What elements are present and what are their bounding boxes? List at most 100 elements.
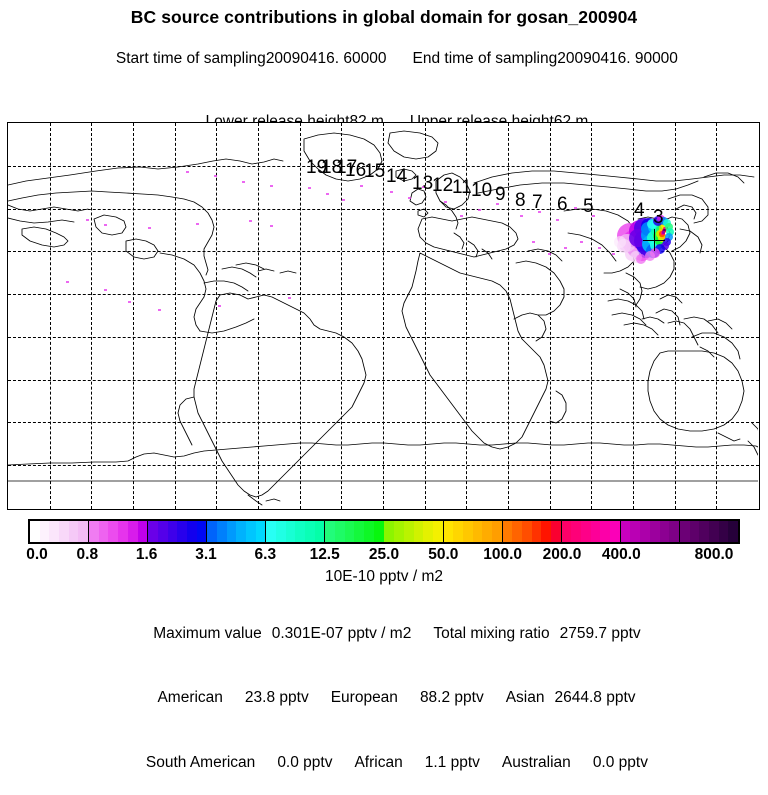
page-title: BC source contributions in global domain…	[130, 7, 638, 27]
gridline-vertical	[674, 123, 676, 509]
colorbar-step	[443, 521, 454, 542]
plume-cell-trace	[478, 209, 481, 212]
plume-cell-trace	[148, 227, 151, 230]
gridline-horizontal	[8, 208, 759, 210]
plume-cell	[655, 244, 665, 254]
colorbar-step	[167, 521, 178, 542]
colorbar-step	[226, 521, 237, 542]
colorbar-tick-6.3: 6.3	[254, 546, 277, 563]
colorbar-step	[295, 521, 306, 542]
gridline-vertical	[216, 123, 218, 509]
colorbar-step	[728, 521, 738, 542]
plume-cell-trace	[308, 187, 311, 190]
gridline-vertical	[258, 123, 259, 509]
stats-row-regions-2: South American 0.0 pptv African 1.1 pptv Aus…	[0, 730, 768, 795]
trajectory-label-10: 10	[471, 180, 493, 201]
colorbar-step	[245, 521, 256, 542]
colorbar-step	[285, 521, 296, 542]
plume-cell-trace	[422, 186, 425, 189]
colorbar-step	[472, 521, 483, 542]
gridline-vertical	[341, 123, 343, 509]
plume-cell-trace	[580, 241, 583, 244]
gridline-vertical	[49, 123, 51, 509]
colorbar-step	[255, 521, 266, 542]
gridline-horizontal	[8, 422, 759, 424]
colorbar-step	[335, 521, 345, 542]
plume-cell-trace	[242, 181, 245, 184]
colorbar-step	[394, 521, 404, 542]
plume-cell	[647, 219, 657, 229]
colorbar-step	[325, 521, 336, 542]
world-map[interactable]: 19 18 17 16 15 14 13 12 11 10 9 8 7 6 5 4 3	[7, 122, 760, 510]
plume-cell-trace	[574, 207, 577, 210]
colorbar-step	[482, 521, 492, 542]
region-african-value: 1.1 pptv	[424, 753, 480, 771]
colorbar-step	[344, 521, 355, 542]
colorbar-step	[708, 521, 719, 542]
colorbar-step	[502, 521, 513, 542]
plume-cell-trace	[592, 215, 595, 218]
colorbar-band-4	[266, 521, 326, 542]
gridline-vertical	[508, 123, 509, 509]
colorbar-step	[640, 521, 650, 542]
total-mixing-ratio-label: Total mixing ratio	[433, 624, 550, 642]
trajectory-label-13: 13	[412, 173, 434, 194]
gridline-horizontal	[8, 294, 759, 296]
gridline-vertical	[174, 123, 176, 509]
trajectory-label-15: 15	[364, 161, 386, 182]
gridline-vertical	[383, 123, 384, 509]
colorbar-step	[216, 521, 227, 542]
colorbar-step	[30, 521, 40, 542]
colorbar-step	[522, 521, 532, 542]
colorbar-step	[148, 521, 158, 542]
plume-cell-trace	[218, 305, 221, 308]
colorbar-step	[373, 521, 384, 542]
colorbar-step	[276, 521, 286, 542]
colorbar-tick-800.0: 800.0	[694, 546, 734, 563]
trajectory-label-3: 3	[653, 207, 664, 228]
plume-cell	[650, 248, 660, 258]
region-asian-value: 2644.8 pptv	[554, 689, 636, 706]
colorbar-step	[177, 521, 187, 542]
plot-canvas: BC source contributions in global domain…	[0, 7, 768, 775]
colorbar-unit-label: 10E-10 pptv / m2	[324, 568, 444, 585]
colorbar-step	[462, 521, 473, 542]
plume-cell	[614, 236, 626, 248]
plume-cell	[636, 254, 646, 264]
plume-cell-trace	[496, 203, 499, 206]
gridline-vertical	[91, 123, 93, 509]
trajectory-label-14: 14	[386, 166, 408, 187]
gridline-vertical	[424, 123, 426, 509]
colorbar-step	[561, 521, 572, 542]
gridline-vertical	[299, 123, 301, 509]
colorbar-step	[669, 521, 679, 542]
region-european-label: European	[330, 689, 398, 706]
colorbar-band-11	[679, 521, 738, 542]
colorbar-step	[364, 521, 374, 542]
colorbar-step	[620, 521, 631, 542]
plume-cell-trace	[214, 175, 217, 178]
colorbar-step	[59, 521, 69, 542]
colorbar-step	[127, 521, 138, 542]
colorbar-step	[266, 521, 276, 542]
gridline-horizontal	[8, 379, 759, 381]
plume-cell-trace	[408, 197, 411, 200]
total-mixing-ratio-value: 2759.7 pptv	[559, 624, 641, 642]
statistics-block: Maximum value 0.301E-07 pptv / m2 Total mi…	[0, 601, 768, 795]
colorbar-step	[207, 521, 217, 542]
plume-cell-trace	[326, 193, 329, 196]
colorbar-band-10	[620, 521, 680, 542]
plume-cell	[645, 251, 655, 261]
colorbar-step	[610, 521, 620, 542]
colorbar-step	[453, 521, 463, 542]
colorbar-band-1	[89, 521, 149, 542]
colorbar-step	[600, 521, 611, 542]
colorbar-step	[571, 521, 582, 542]
plume-cell	[661, 230, 666, 234]
plume-cell-trace	[270, 225, 273, 228]
plume-cell-trace	[520, 215, 523, 218]
trajectory-label-18: 18	[321, 157, 343, 178]
plume-cell-trace	[249, 220, 252, 223]
plume-cell	[661, 242, 669, 250]
colorbar-step	[630, 521, 641, 542]
